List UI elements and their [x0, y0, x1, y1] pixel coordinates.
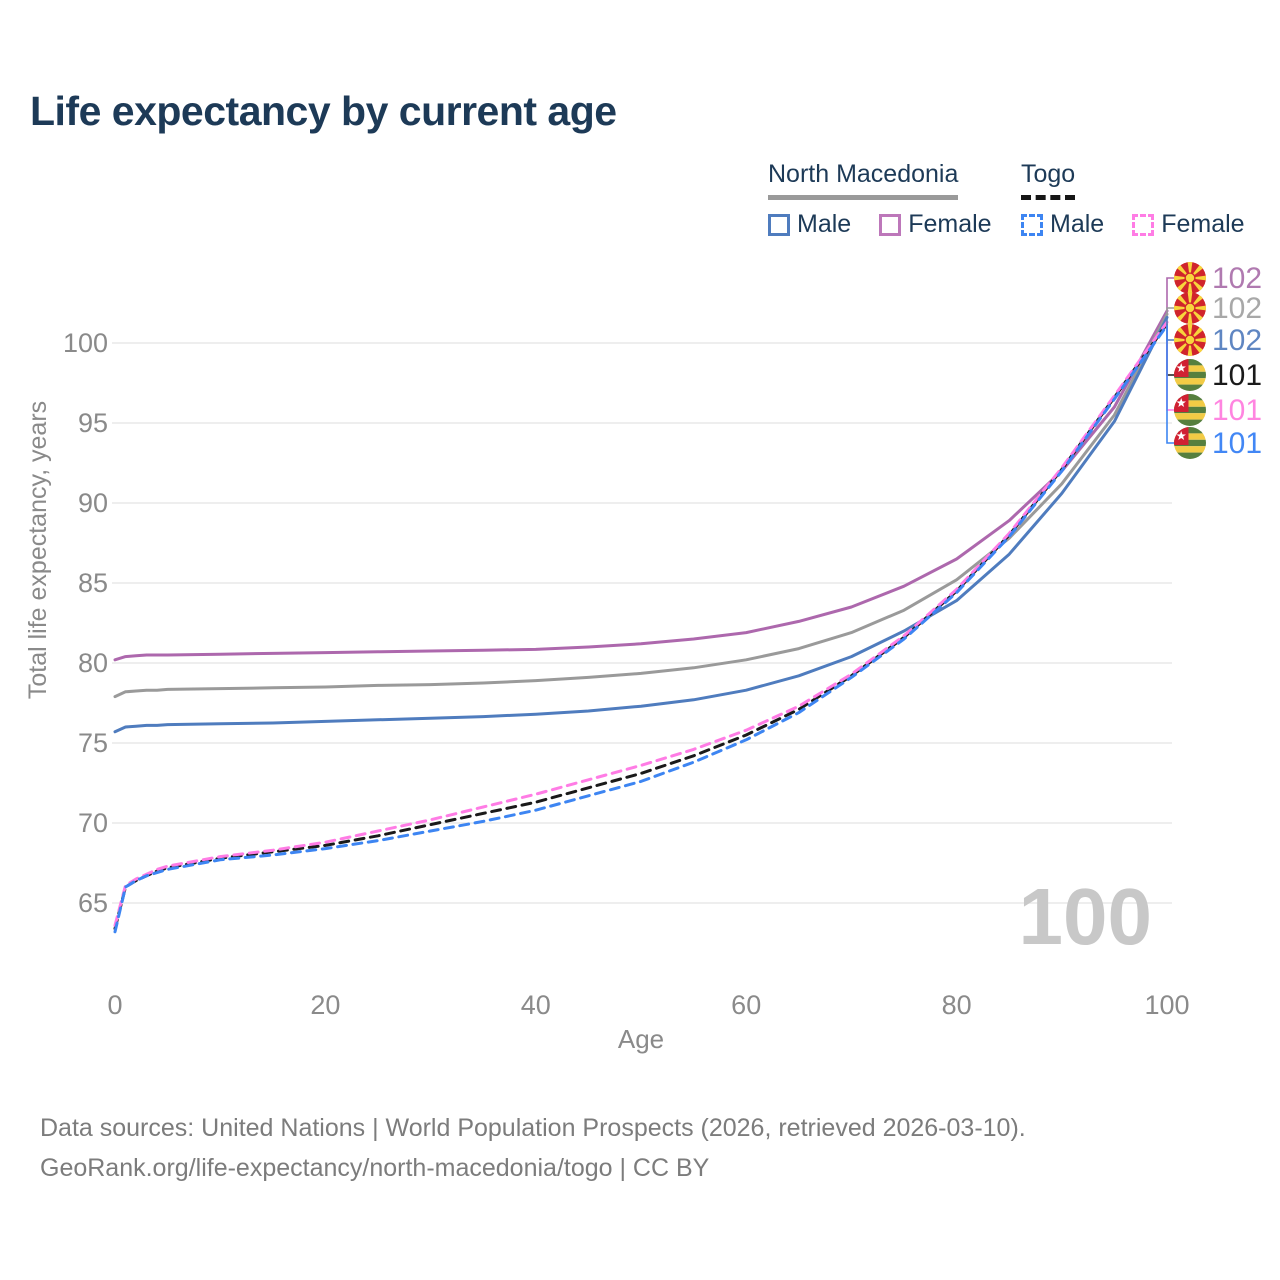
legend-group-north-macedonia: North Macedonia Male Female: [768, 160, 992, 239]
series-line-togo_all[interactable]: [113, 322, 1169, 931]
footer: Data sources: United Nations | World Pop…: [40, 1108, 1026, 1188]
legend-item-togo-male[interactable]: Male: [1021, 210, 1104, 239]
y-tick-label: 75: [78, 728, 108, 758]
leader-line-togo_all: [1166, 323, 1177, 376]
togo-male-swatch-icon: [1021, 213, 1043, 236]
watermark-age: 100: [1019, 872, 1152, 961]
y-tick-label: 90: [78, 488, 108, 518]
footer-data-sources: Data sources: United Nations | World Pop…: [40, 1114, 1026, 1142]
legend-label-nm-male: Male: [797, 210, 852, 238]
legend-label-togo-female: Female: [1161, 210, 1245, 238]
y-tick-label: 85: [78, 568, 108, 598]
togo-flag-icon: [1174, 359, 1206, 391]
series-line-nm_female[interactable]: [113, 309, 1169, 662]
y-axis-title: Total life expectancy, years: [24, 401, 52, 699]
nm-female-swatch-icon: [879, 213, 902, 236]
x-tick-label: 100: [1144, 990, 1189, 1020]
series-line-nm_male[interactable]: [113, 315, 1169, 734]
legend-label-nm-female: Female: [908, 210, 992, 238]
series-line-togo_male[interactable]: [113, 323, 1169, 934]
legend-country-north-macedonia[interactable]: North Macedonia: [768, 160, 959, 200]
legend-item-togo-female[interactable]: Female: [1132, 210, 1245, 239]
end-value-label-nm_all: 102: [1212, 292, 1262, 325]
end-value-label-togo_all: 101: [1212, 359, 1262, 392]
togo-flag-icon: [1174, 427, 1206, 459]
north-macedonia-flag-icon: [1174, 324, 1207, 357]
north-macedonia-flag-icon: [1174, 262, 1207, 295]
togo-flag-icon: [1174, 394, 1206, 426]
y-tick-label: 100: [63, 328, 108, 358]
togo-female-swatch-icon: [1132, 213, 1155, 236]
leader-line-nm_all: [1166, 307, 1177, 315]
series-line-nm_all[interactable]: [113, 312, 1169, 699]
end-value-label-togo_female: 101: [1212, 394, 1262, 427]
y-tick-label: 80: [78, 648, 108, 678]
y-tick-label: 70: [78, 808, 108, 838]
y-tick-label: 65: [78, 888, 108, 918]
x-axis-title: Age: [618, 1024, 664, 1054]
legend-group-togo: Togo Male Female: [1021, 160, 1245, 239]
y-tick-label: 95: [78, 408, 108, 438]
footer-attribution: GeoRank.org/life-expectancy/north-macedo…: [40, 1154, 710, 1182]
leader-line-togo_male: [1166, 325, 1177, 444]
legend-item-nm-female[interactable]: Female: [879, 210, 992, 239]
page-title: Life expectancy by current age: [30, 88, 617, 134]
legend-label-togo-male: Male: [1050, 210, 1105, 238]
end-value-label-togo_male: 101: [1212, 427, 1262, 460]
legend-country-togo[interactable]: Togo: [1021, 160, 1076, 200]
x-tick-label: 20: [310, 990, 340, 1020]
x-tick-label: 60: [731, 990, 761, 1020]
x-tick-label: 0: [107, 990, 122, 1020]
leader-line-nm_female: [1166, 277, 1177, 311]
x-tick-label: 40: [521, 990, 551, 1020]
north-macedonia-flag-icon: [1174, 292, 1207, 325]
end-value-label-nm_female: 102: [1212, 262, 1262, 295]
legend-item-nm-male[interactable]: Male: [768, 210, 851, 239]
x-tick-label: 80: [942, 990, 972, 1020]
nm-male-swatch-icon: [768, 213, 790, 236]
series-line-togo_female[interactable]: [113, 320, 1169, 927]
end-value-label-nm_male: 102: [1212, 324, 1262, 357]
